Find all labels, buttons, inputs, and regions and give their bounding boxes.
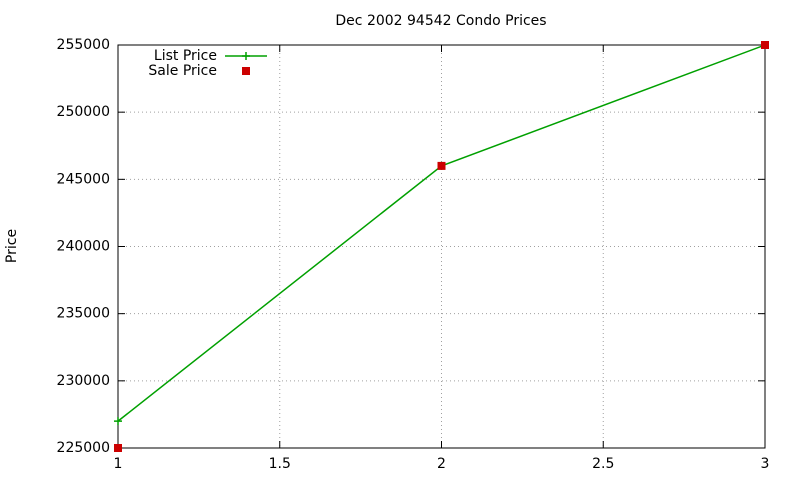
- point: [761, 41, 769, 49]
- y-tick-label: 225000: [57, 440, 110, 456]
- point: [114, 444, 122, 452]
- y-tick-label: 255000: [57, 37, 110, 53]
- legend-marker: [242, 52, 250, 60]
- y-tick-label: 230000: [57, 373, 110, 389]
- x-tick-label: 2.5: [592, 456, 614, 472]
- y-tick-label: 235000: [57, 306, 110, 322]
- y-axis-label: Price: [4, 229, 20, 263]
- point: [437, 161, 446, 170]
- y-tick-label: 250000: [57, 104, 110, 120]
- x-tick-label: 1.5: [269, 456, 291, 472]
- legend-marker: [242, 67, 250, 75]
- plot-border: [117, 44, 766, 449]
- x-tick-label: 3: [761, 456, 770, 472]
- point: [114, 417, 122, 426]
- y-tick-label: 240000: [57, 239, 110, 255]
- x-tick-label: 1: [114, 456, 123, 472]
- chart-title: Dec 2002 94542 Condo Prices: [335, 13, 546, 29]
- legend-label: Sale Price: [148, 63, 217, 79]
- y-tick-label: 245000: [57, 171, 110, 187]
- x-tick-label: 2: [437, 456, 446, 472]
- legend-label: List Price: [154, 48, 217, 64]
